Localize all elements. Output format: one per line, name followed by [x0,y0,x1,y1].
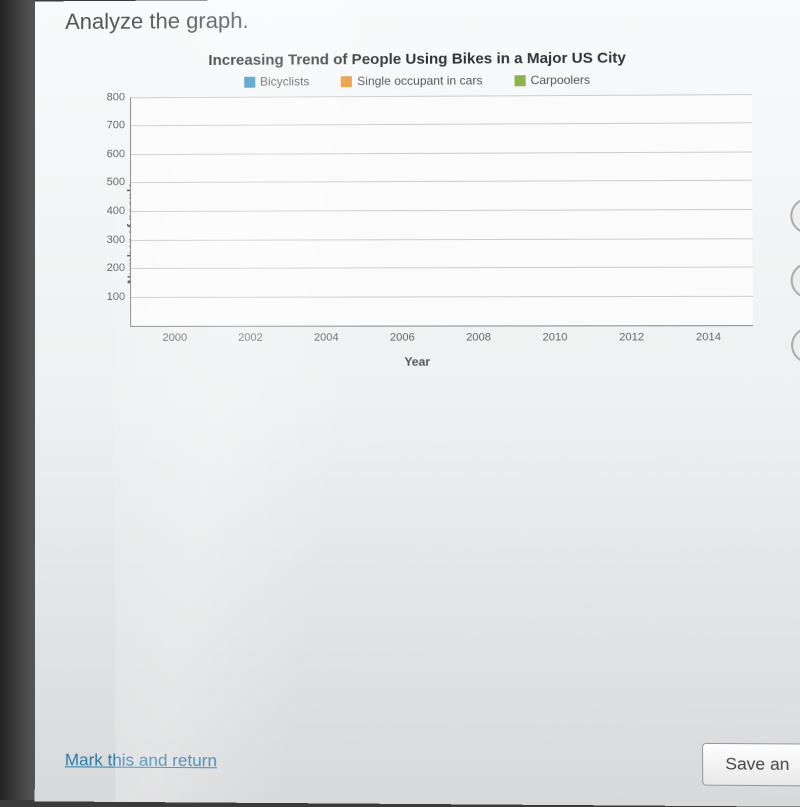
y-tick-label: 200 [107,262,131,274]
legend-label: Single occupant in cars [357,73,482,88]
y-tick-label: 100 [107,291,131,303]
x-tick-label: 2010 [543,331,568,343]
legend-swatch-bicyclists [244,76,255,87]
y-tick-label: 300 [107,234,131,246]
footer-bar: Mark this and return Save an [65,739,800,786]
x-tick-label: 2004 [314,331,339,343]
y-tick-label: 600 [107,148,131,160]
legend-swatch-single [341,76,352,87]
chart-title: Increasing Trend of People Using Bikes i… [75,49,762,70]
x-tick-label: 2002 [238,331,263,343]
y-tick-label: 400 [107,205,131,217]
x-tick-label: 2012 [619,331,644,343]
legend-item-carpoolers: Carpoolers [514,73,590,87]
radio-option[interactable] [791,262,800,298]
legend-swatch-carpoolers [514,75,525,86]
y-tick-label: 800 [107,91,131,103]
y-tick-label: 500 [107,176,131,188]
device-bezel [0,0,35,800]
instruction-text: Analyze the graph. [65,4,787,35]
chart-legend: Bicyclists Single occupant in cars Carpo… [75,72,762,91]
legend-label: Bicyclists [260,74,310,88]
x-tick-label: 2006 [390,331,415,343]
answer-options-partial [790,198,800,364]
x-tick-label: 2000 [163,331,188,343]
quiz-screen: Analyze the graph. Increasing Trend of P… [35,0,800,807]
chart-plot-area: 20002002200420062008201020122014 1002003… [130,94,753,327]
x-tick-label: 2008 [466,331,491,343]
radio-option[interactable] [790,198,800,234]
x-tick-label: 2014 [696,331,721,343]
legend-item-single: Single occupant in cars [341,73,482,88]
save-button[interactable]: Save an [702,743,800,786]
legend-item-bicyclists: Bicyclists [244,74,310,88]
legend-label: Carpoolers [530,73,590,87]
radio-option[interactable] [791,327,800,363]
mark-and-return-link[interactable]: Mark this and return [65,750,217,771]
chart-container: Increasing Trend of People Using Bikes i… [75,49,764,369]
y-tick-label: 700 [107,119,131,131]
x-axis-label: Year [75,354,764,369]
